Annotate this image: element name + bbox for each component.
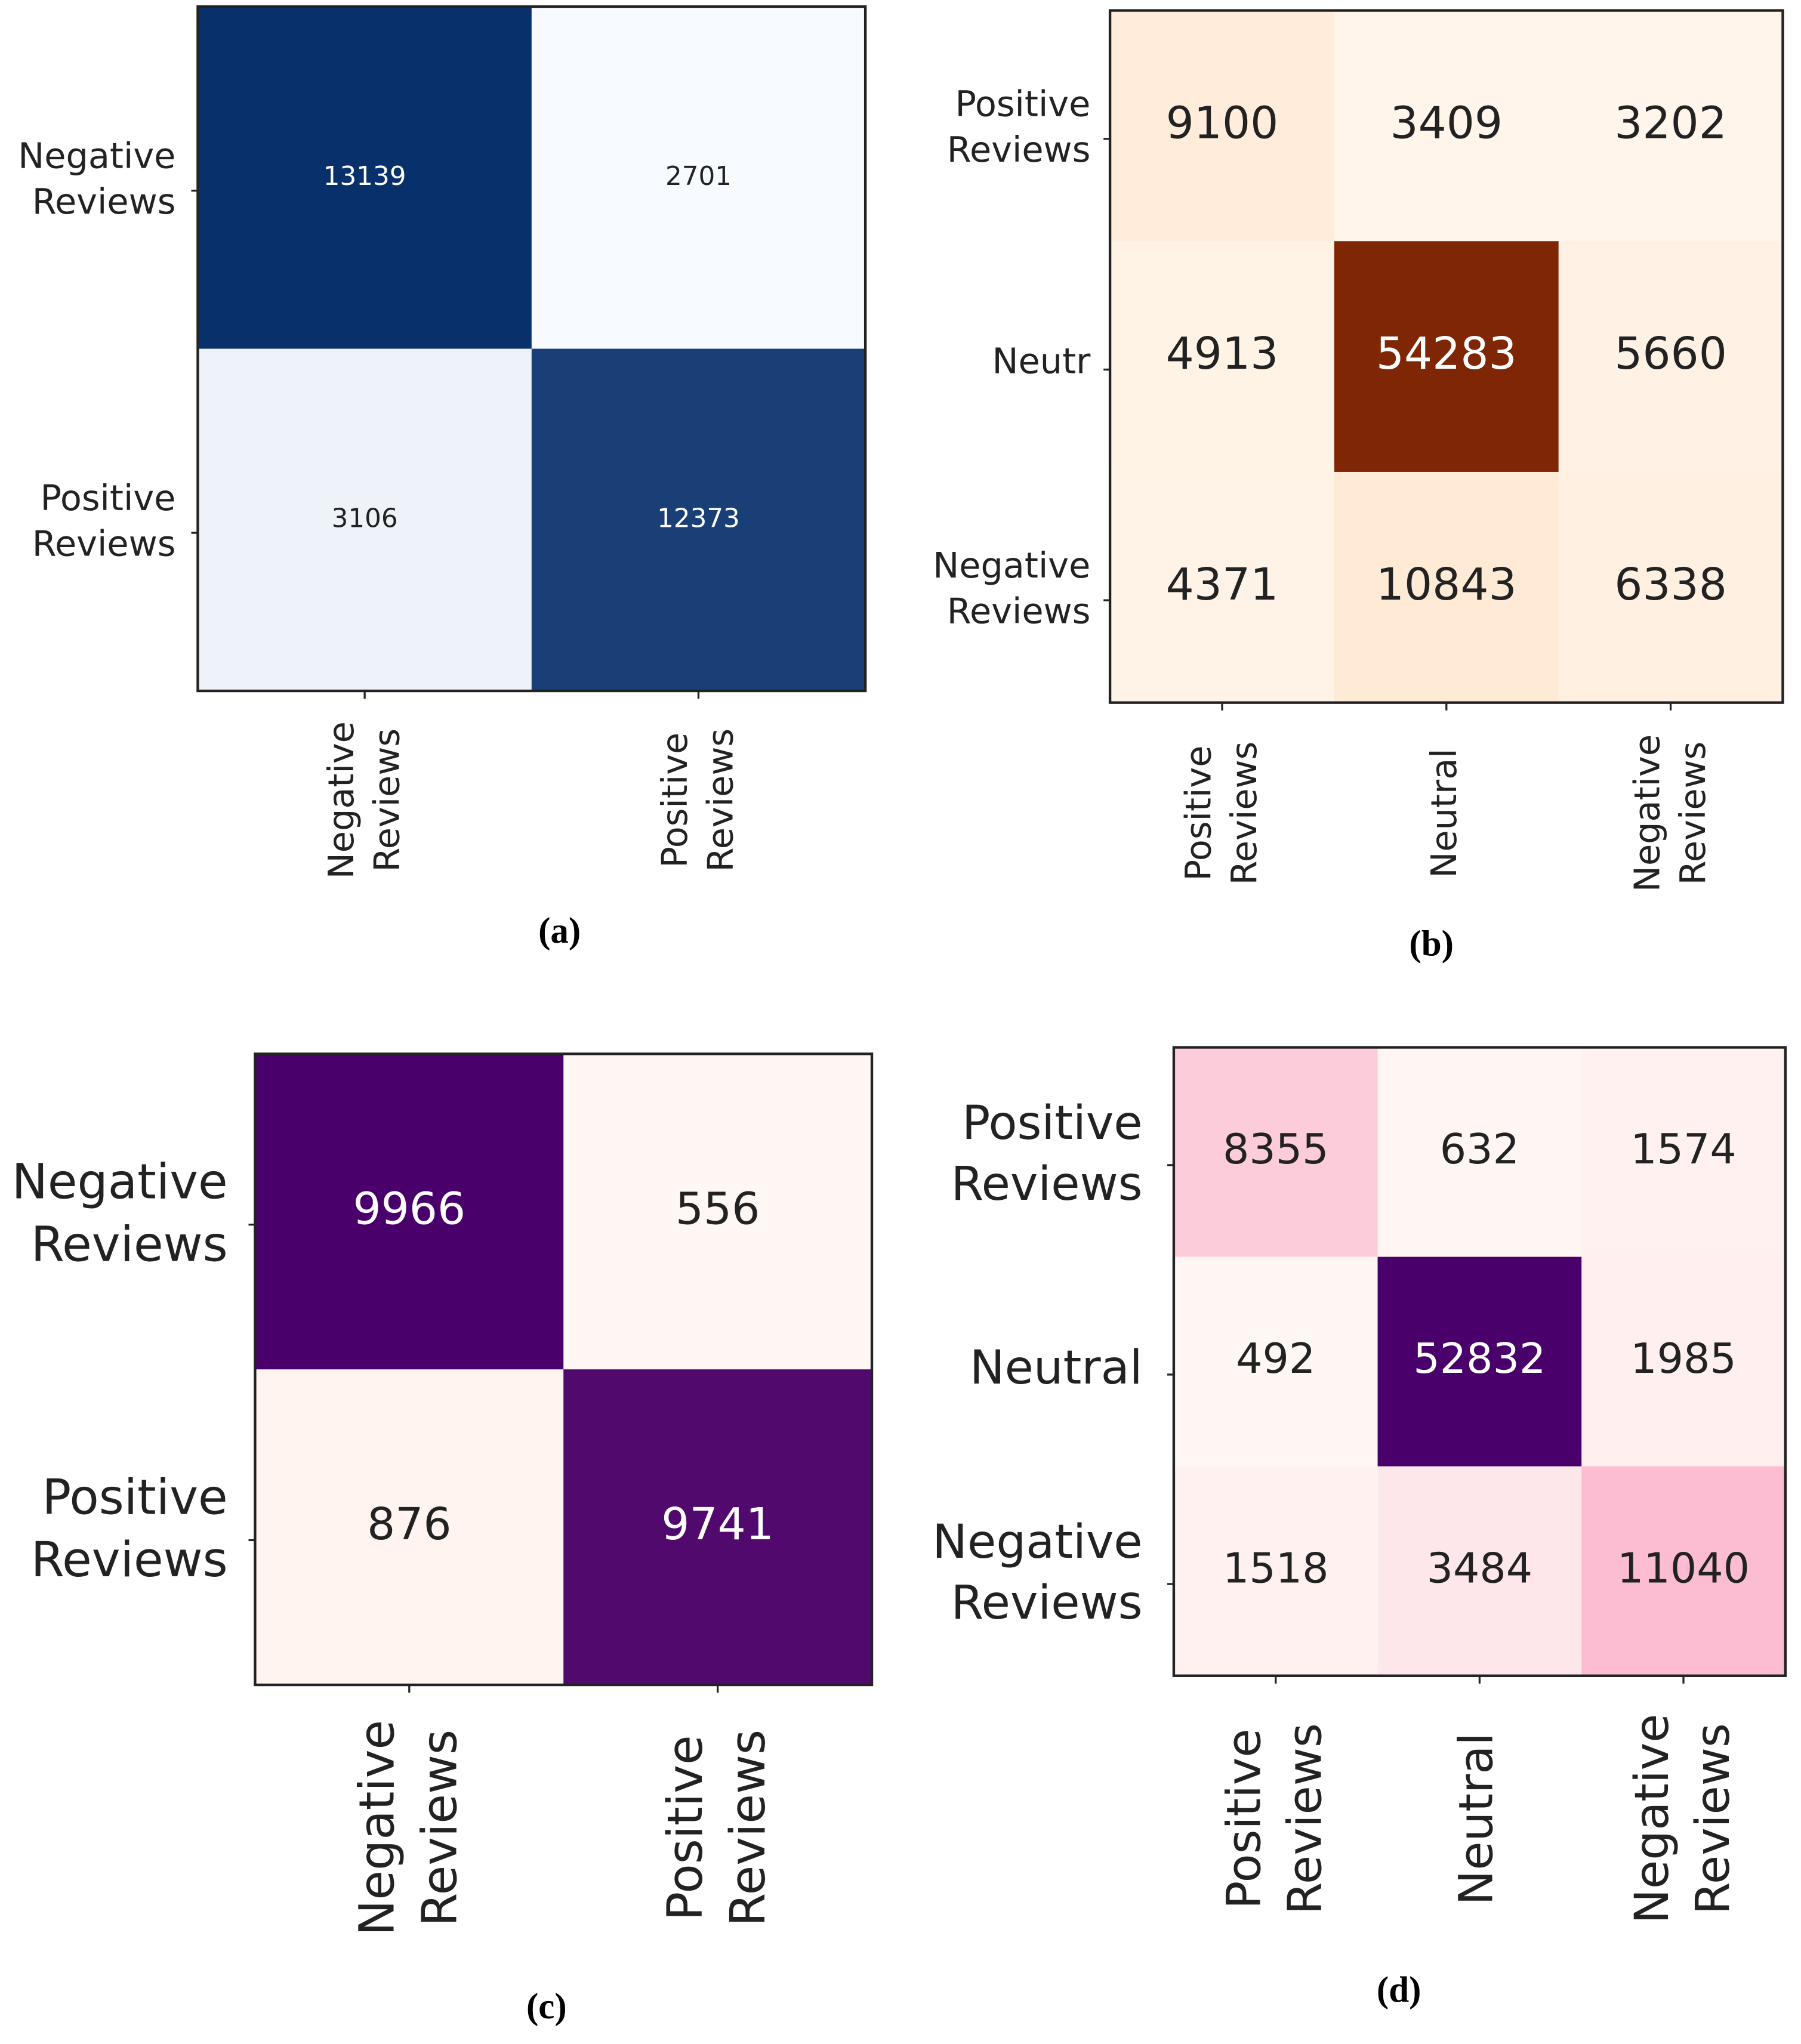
heatmap-cell [563,1369,873,1686]
heatmap-cell [198,348,532,692]
y-tick-label: Neutral [970,1340,1143,1395]
y-tick-label: Positive Reviews [32,477,176,564]
caption: (a) [538,911,581,951]
cell-value: 632 [1440,1125,1519,1174]
heatmap-cell [1377,1466,1583,1676]
plot-frame [254,1052,874,1687]
y-tick-label: Negative Reviews [12,1154,228,1273]
cell-value: 54283 [1376,328,1517,379]
y-tick-label: Neutr [992,340,1091,381]
cell-value: 9741 [661,1499,774,1550]
heatmap-cell [1110,10,1335,242]
x-tick-label: Neutral [1449,1733,1504,1906]
cell-value: 52832 [1413,1335,1546,1383]
cell-value: 10843 [1376,559,1517,610]
heatmap-panel: 8355 632 1574 492 52832 1985 1518 3484 11040 Posi… [932,1046,1787,2010]
heatmap-cell [563,1054,873,1370]
heatmap-cell [1334,10,1559,242]
cell-value: 13139 [323,162,406,192]
cell-value: 3202 [1614,97,1727,149]
cell-value: 6338 [1614,559,1727,610]
cell-value: 1985 [1630,1335,1737,1383]
heatmap-cell [1173,1466,1378,1676]
x-tick-label: Neutral [1423,748,1464,878]
heatmap-cell [1334,471,1559,703]
cell-value: 9966 [353,1183,465,1234]
y-tick-label: Negative Reviews [933,545,1090,632]
heatmap-panel: 9100 3409 3202 4913 54283 5660 4371 10843 6338 Po… [933,9,1784,964]
cell-value: 3106 [332,504,398,533]
heatmap-panel: 13139 2701 3106 12373 Negative Reviews Positiv… [18,5,867,951]
heatmap-cell [1558,471,1784,703]
caption: (b) [1409,924,1454,964]
heatmap-cell [531,7,866,350]
cell-value: 5660 [1614,328,1727,379]
cell-value: 8355 [1223,1125,1329,1174]
heatmap-cell [1110,241,1335,473]
y-tick-label: Negative Reviews [18,135,175,222]
cell-value: 556 [676,1183,760,1234]
heatmap-cell [198,7,532,350]
cell-value: 1574 [1630,1125,1737,1174]
caption: (c) [526,1987,567,2027]
heatmap-cell [1581,1466,1786,1676]
heatmap-cell [255,1369,565,1686]
heatmap-panel: 9966 556 876 9741 Negative Reviews Positive Rev… [12,1052,874,2027]
heatmap-cell [1334,241,1559,473]
heatmap-cell [1110,471,1335,703]
heatmap-cell [255,1054,565,1370]
cell-value: 3484 [1427,1544,1533,1592]
heatmap-cell [1581,1256,1786,1467]
cell-value: 492 [1236,1335,1315,1383]
heatmap-cell [1558,10,1784,242]
heatmap-cell [1581,1047,1786,1258]
plot-frame [196,5,867,693]
cell-value: 2701 [665,162,732,192]
x-tick-label: Negative Reviews [1624,1713,1740,1923]
x-tick-label: Positive Reviews [1178,742,1265,885]
heatmap-cell [1377,1047,1583,1258]
cell-value: 1518 [1223,1544,1329,1592]
x-tick-label: Positive Reviews [1217,1723,1333,1915]
caption: (d) [1377,1970,1421,2010]
x-tick-label: Negative Reviews [349,1720,468,1936]
heatmap-cell [1377,1256,1583,1467]
y-tick-label: Positive Reviews [947,84,1091,171]
x-tick-label: Positive Reviews [654,728,741,872]
cell-value: 12373 [657,504,740,533]
cell-value: 3409 [1390,97,1503,149]
cell-value: 4371 [1166,559,1279,610]
heatmap-cell [1173,1047,1378,1258]
cell-value: 876 [367,1499,451,1550]
x-tick-label: Negative Reviews [320,721,408,879]
heatmap-cell [1558,241,1784,473]
x-tick-label: Positive Reviews [658,1730,776,1926]
y-tick-label: Negative Reviews [932,1515,1142,1631]
y-tick-label: Positive Reviews [31,1469,228,1588]
cell-value: 9100 [1166,97,1279,149]
heatmap-cell [531,348,866,692]
cell-value: 11040 [1617,1544,1750,1592]
y-tick-label: Positive Reviews [951,1095,1143,1211]
cell-value: 4913 [1166,328,1279,379]
heatmap-cell [1173,1256,1378,1467]
x-tick-label: Negative Reviews [1626,734,1713,892]
